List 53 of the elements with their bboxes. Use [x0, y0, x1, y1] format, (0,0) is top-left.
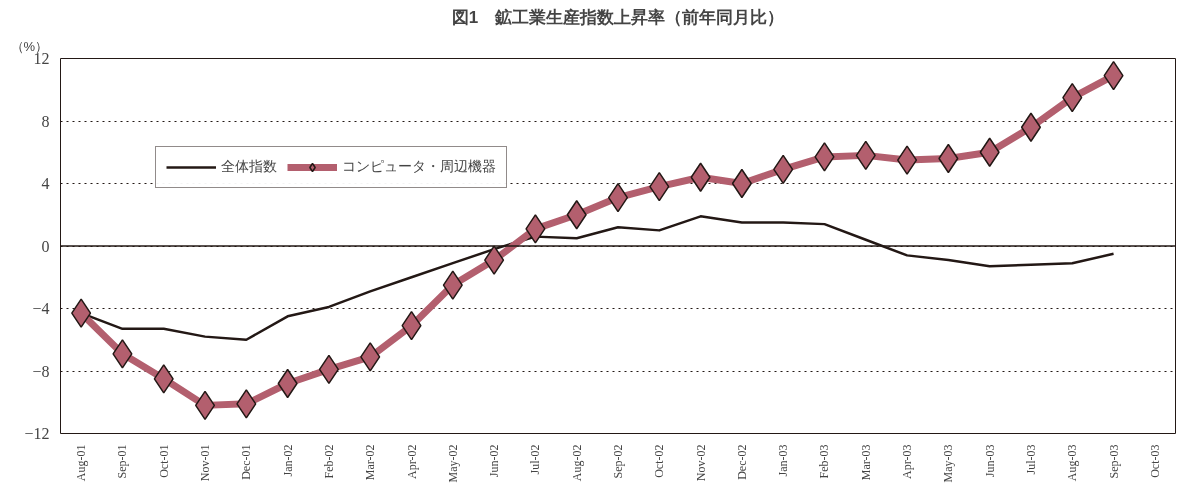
x-tick-label: Jan-02 — [280, 444, 295, 477]
legend-label: コンピュータ・周辺機器 — [342, 158, 496, 176]
y-tick-label: −8 — [32, 362, 50, 380]
point — [484, 245, 505, 275]
x-tick-label: Dec-01 — [239, 444, 254, 480]
x-tick-label: Aug-02 — [569, 444, 584, 482]
x-tick-label: Mar-02 — [363, 444, 378, 481]
x-tick-label: Feb-03 — [817, 444, 832, 479]
point — [896, 145, 918, 175]
point — [112, 339, 133, 369]
legend-label: 全体指数 — [221, 158, 277, 176]
point — [525, 214, 546, 244]
point — [236, 389, 257, 419]
x-tick-label: May-02 — [445, 444, 460, 483]
y-tick-label: −4 — [32, 300, 50, 317]
point — [442, 270, 463, 300]
y-tick-label: 8 — [41, 112, 50, 130]
x-tick-label: May-03 — [941, 444, 956, 483]
x-tick-label: Mar-03 — [858, 444, 873, 481]
point — [566, 200, 587, 230]
x-tick-label: Jun-03 — [982, 444, 997, 478]
x-tick-label: Jul-02 — [528, 444, 543, 475]
point — [153, 364, 174, 394]
y-axis-title: （%） — [10, 38, 49, 54]
x-tick-label: Jul-03 — [1023, 444, 1038, 475]
x-tick-label: Dec-02 — [734, 444, 749, 480]
y-tick-label: 0 — [41, 237, 50, 255]
point — [194, 390, 216, 421]
x-tick-label: Apr-03 — [900, 444, 915, 479]
x-tick-label: Oct-03 — [1147, 444, 1162, 478]
x-tick-label: Aug-03 — [1065, 444, 1080, 482]
point — [690, 162, 711, 192]
y-tick-label: −12 — [24, 425, 50, 442]
x-tick-label: Sep-02 — [611, 444, 625, 479]
point — [814, 142, 835, 172]
x-tick-label: Oct-02 — [652, 444, 667, 478]
x-tick-label: Nov-02 — [693, 444, 708, 482]
x-tick-label: Aug-01 — [74, 444, 89, 482]
x-tick-label: Jun-02 — [487, 444, 502, 478]
point — [318, 354, 340, 385]
x-tick-label: Nov-01 — [198, 444, 213, 482]
chart-title: 図1 鉱工業生産指数上昇率（前年同月比） — [451, 7, 785, 27]
point — [607, 182, 629, 213]
x-tick-label: Sep-01 — [115, 444, 130, 479]
y-tick-label: 4 — [41, 175, 50, 192]
x-tick-label: Sep-03 — [1106, 444, 1121, 479]
x-tick-label: Feb-02 — [321, 444, 336, 479]
point — [1020, 112, 1042, 142]
point — [979, 137, 1000, 167]
x-tick-label: Apr-02 — [404, 444, 419, 479]
point — [360, 342, 381, 372]
x-tick-label: Jan-03 — [776, 444, 791, 477]
x-tick-label: Oct-01 — [156, 444, 171, 478]
